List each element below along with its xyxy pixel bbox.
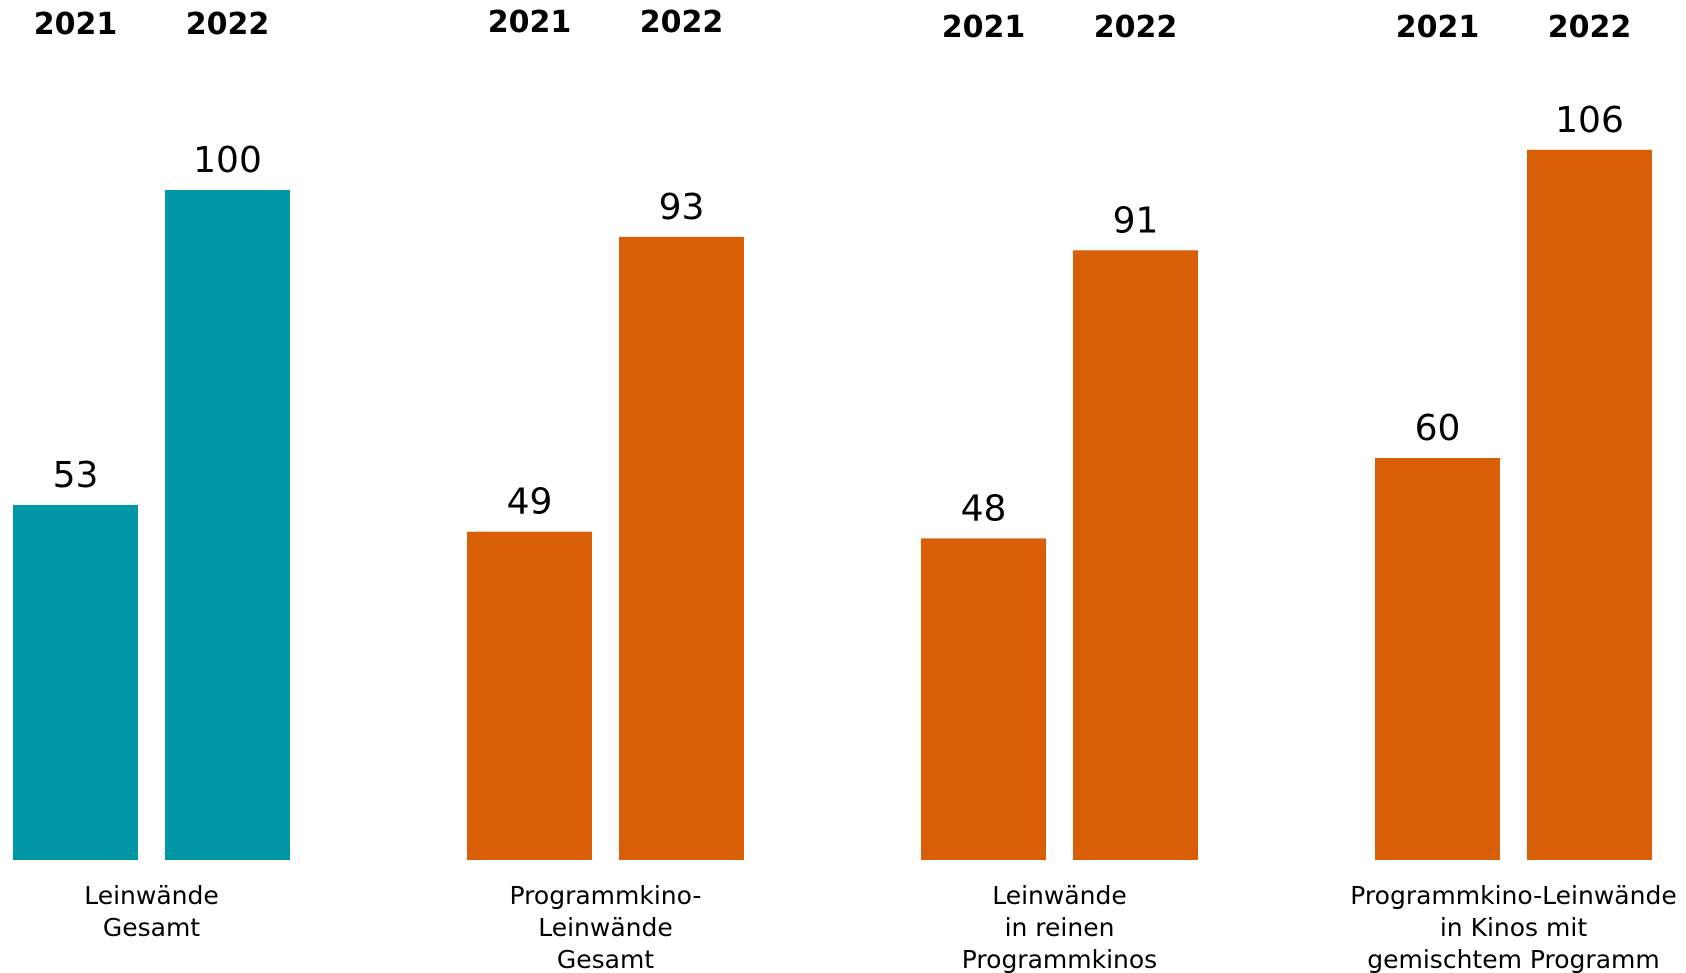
value-label: 48: [961, 488, 1007, 529]
year-label: 2021: [34, 7, 118, 42]
year-label: 2022: [186, 7, 270, 42]
year-label: 2021: [942, 10, 1026, 45]
category-label-line: gemischtem Programm: [1367, 945, 1659, 973]
value-label: 100: [193, 140, 262, 181]
category-label-line: Leinwände: [992, 881, 1127, 910]
category-label-line: Leinwände: [84, 881, 219, 910]
value-label: 60: [1415, 408, 1461, 449]
bar-1-2021: [13, 504, 138, 860]
bar-group-4: 60 2021 106 2022 Programmkino-Leinwände in Ki…: [1350, 10, 1676, 973]
bar-group-3: 48 2021 91 2022 Leinwände in reinen Programmki…: [921, 10, 1198, 973]
year-label: 2022: [1548, 10, 1632, 45]
category-label-line: Gesamt: [103, 913, 200, 942]
year-label: 2021: [488, 5, 572, 40]
category-label-line: Programmkino-: [510, 881, 702, 910]
bar-2-2022: [619, 236, 744, 860]
bar-3-2022: [1073, 250, 1198, 861]
category-label-line: in reinen: [1005, 913, 1115, 942]
category-label-line: Programmkinos: [962, 945, 1157, 973]
year-label: 2022: [1094, 10, 1178, 45]
bar-4-2022: [1527, 149, 1652, 861]
category-label-line: in Kinos mit: [1440, 913, 1587, 942]
value-label: 106: [1555, 100, 1624, 141]
value-label: 91: [1113, 200, 1159, 241]
bar-4-2021: [1375, 458, 1500, 860]
bar-2-2021: [467, 531, 592, 860]
value-label: 49: [507, 482, 553, 523]
category-label-line: Gesamt: [557, 945, 654, 973]
bar-3-2021: [921, 538, 1046, 860]
bar-group-2: 49 2021 93 2022 Programmkino- Leinwände Gesamt: [467, 5, 744, 973]
bar-1-2022: [165, 190, 290, 860]
value-label: 93: [659, 187, 705, 228]
value-label: 53: [53, 455, 99, 496]
year-label: 2022: [640, 5, 724, 40]
category-label-line: Leinwände: [538, 913, 673, 942]
bar-group-1: 53 2021 100 2022 Leinwände Gesamt: [13, 7, 290, 942]
category-label-line: Programmkino-Leinwände: [1350, 881, 1676, 910]
year-label: 2021: [1396, 10, 1480, 45]
